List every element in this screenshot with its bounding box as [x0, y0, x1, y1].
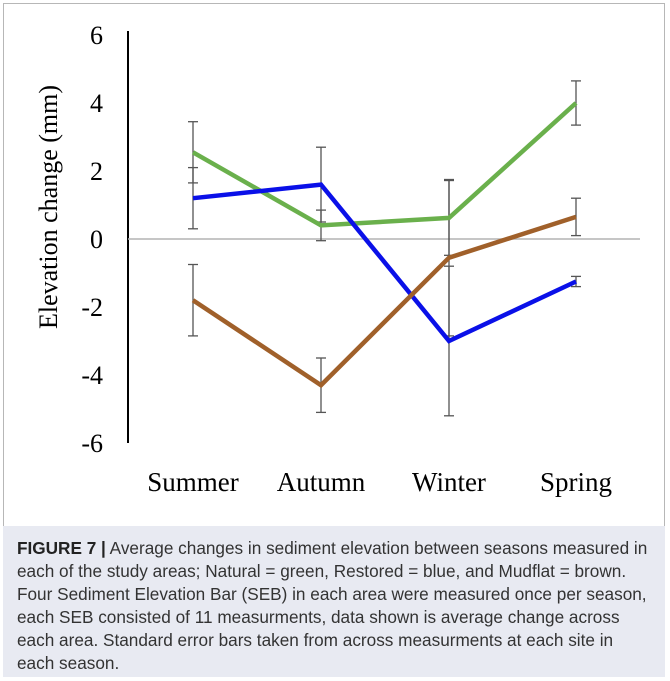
- y-tick-label: 2: [90, 157, 103, 186]
- x-tick-label: Summer: [147, 467, 239, 497]
- caption-text: Average changes in sediment elevation be…: [17, 538, 648, 673]
- error-bars: [188, 80, 581, 417]
- series-lines: [191, 101, 578, 389]
- y-axis-label: Elevation change (mm): [34, 85, 63, 329]
- chart: 6 4 2 0 -2 -4 -6 Summer Autumn Winter Spring Elev…: [34, 21, 640, 497]
- y-tick-label: -6: [81, 429, 103, 458]
- series-line-1: [191, 101, 578, 228]
- caption-label: FIGURE 7 |: [17, 538, 106, 558]
- y-tick-label: 4: [90, 89, 103, 118]
- x-tick-labels: Summer Autumn Winter Spring: [147, 467, 612, 497]
- series-line-3: [191, 214, 577, 389]
- x-tick-label: Winter: [412, 467, 486, 497]
- y-tick-label: -4: [81, 361, 103, 390]
- series-line-2: [192, 182, 577, 344]
- x-tick-label: Autumn: [277, 467, 366, 497]
- y-tick-label: 6: [90, 21, 103, 50]
- x-tick-label: Spring: [540, 467, 612, 497]
- y-tick-label: -2: [81, 293, 103, 322]
- y-axis: 6 4 2 0 -2 -4 -6: [81, 21, 129, 458]
- figure-caption: FIGURE 7 | Average changes in sediment e…: [3, 526, 665, 677]
- y-tick-label: 0: [90, 225, 103, 254]
